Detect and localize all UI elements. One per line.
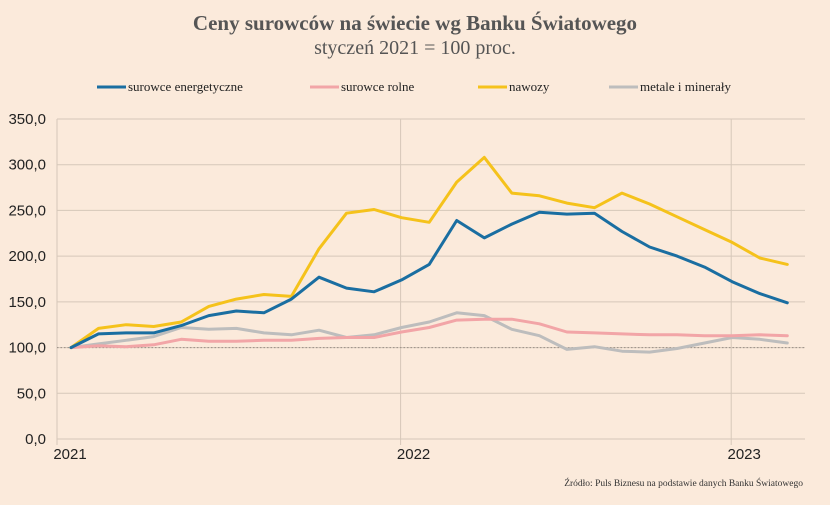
chart-title: Ceny surowców na świecie wg Banku Świato… <box>193 11 637 35</box>
series-lines <box>69 155 789 354</box>
series-line-3 <box>69 311 789 354</box>
y-tick-label: 200,0 <box>8 248 46 265</box>
y-axis: 0,0 50,0 100,0 150,0 200,0 250,0 300,0 350,0 <box>8 111 46 448</box>
chart-subtitle: styczeń 2021 = 100 proc. <box>314 37 516 59</box>
y-tick-label: 350,0 <box>8 111 46 128</box>
series-line-1 <box>69 317 789 350</box>
series-line-2 <box>69 155 789 350</box>
legend-label: surowce energetyczne <box>128 79 243 94</box>
x-tick-label: 2022 <box>397 446 430 463</box>
legend-label: surowce rolne <box>341 79 415 94</box>
legend-label: metale i minerały <box>640 79 731 94</box>
y-tick-label: 150,0 <box>8 294 46 311</box>
legend-label: nawozy <box>509 79 550 94</box>
series-line-0 <box>69 210 789 350</box>
y-tick-label: 50,0 <box>17 385 46 402</box>
legend: surowce energetyczne surowce rolne nawozy m… <box>97 79 731 94</box>
grid <box>56 118 805 445</box>
x-tick-label: 2023 <box>728 446 761 463</box>
y-tick-label: 100,0 <box>8 340 46 357</box>
y-tick-label: 0,0 <box>25 431 46 448</box>
source-note: Źródło: Puls Biznesu na podstawie danych… <box>564 477 803 489</box>
x-axis: 2021 2022 2023 <box>53 446 761 463</box>
y-tick-label: 250,0 <box>8 202 46 219</box>
x-tick-label: 2021 <box>53 446 86 463</box>
y-tick-label: 300,0 <box>8 157 46 174</box>
